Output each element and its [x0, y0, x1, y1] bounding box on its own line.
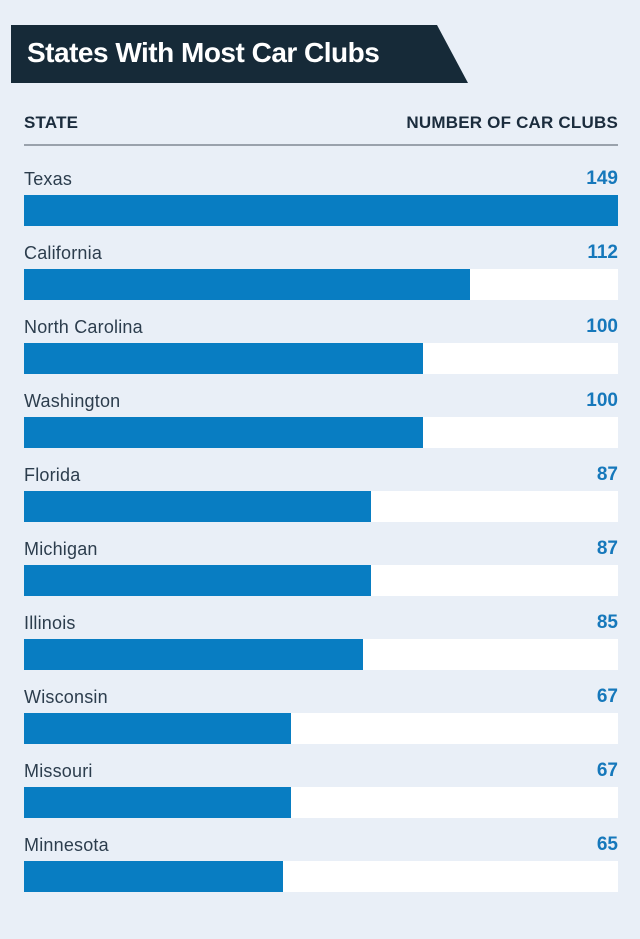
- row-head: Florida 87: [24, 461, 618, 491]
- table-row: Illinois 85: [24, 609, 618, 670]
- row-head: Missouri 67: [24, 757, 618, 787]
- table-row: North Carolina 100: [24, 313, 618, 374]
- value-label: 87: [596, 464, 618, 485]
- state-label: Illinois: [24, 613, 76, 633]
- table-row: Texas 149: [24, 165, 618, 226]
- row-head: California 112: [24, 239, 618, 269]
- bar: [24, 565, 371, 596]
- value-label: 112: [587, 242, 618, 263]
- bar-track: [24, 417, 618, 448]
- table-row: California 112: [24, 239, 618, 300]
- header-divider: [24, 144, 618, 146]
- title-banner: States With Most Car Clubs: [11, 25, 468, 83]
- state-label: Missouri: [24, 761, 93, 781]
- bar: [24, 343, 423, 374]
- bar: [24, 713, 292, 744]
- value-label: 85: [596, 612, 618, 633]
- bar: [24, 491, 371, 522]
- state-label: Wisconsin: [24, 687, 108, 707]
- value-label: 149: [586, 168, 618, 189]
- row-head: Illinois 85: [24, 609, 618, 639]
- state-label: Florida: [24, 465, 81, 485]
- state-label: Minnesota: [24, 835, 109, 855]
- bar: [24, 861, 284, 892]
- chart-content: STATE NUMBER OF CAR CLUBS Texas 149 Cali…: [24, 83, 618, 905]
- row-head: Michigan 87: [24, 535, 618, 565]
- bar-track: [24, 639, 618, 670]
- state-label: Michigan: [24, 539, 98, 559]
- table-header: STATE NUMBER OF CAR CLUBS: [24, 83, 618, 131]
- value-label: 67: [596, 686, 618, 707]
- bar: [24, 787, 292, 818]
- bar-track: [24, 195, 618, 226]
- row-head: Texas 149: [24, 165, 618, 195]
- table-row: Minnesota 65: [24, 831, 618, 892]
- column-header-count: NUMBER OF CAR CLUBS: [406, 113, 618, 132]
- value-label: 65: [596, 834, 618, 855]
- value-label: 67: [596, 760, 618, 781]
- column-header-state: STATE: [24, 113, 79, 132]
- row-head: Wisconsin 67: [24, 683, 618, 713]
- value-label: 100: [586, 390, 618, 411]
- bar-track: [24, 269, 618, 300]
- bar: [24, 417, 423, 448]
- row-head: Washington 100: [24, 387, 618, 417]
- state-label: Texas: [24, 169, 73, 189]
- table-row: Washington 100: [24, 387, 618, 448]
- bar-track: [24, 713, 618, 744]
- row-head: North Carolina 100: [24, 313, 618, 343]
- bar-track: [24, 491, 618, 522]
- bar-track: [24, 861, 618, 892]
- table-row: Michigan 87: [24, 535, 618, 596]
- value-label: 87: [596, 538, 618, 559]
- page-title: States With Most Car Clubs: [27, 37, 380, 68]
- bar: [24, 269, 471, 300]
- row-head: Minnesota 65: [24, 831, 618, 861]
- bar: [24, 639, 363, 670]
- table-row: Florida 87: [24, 461, 618, 522]
- state-label: Washington: [24, 391, 121, 411]
- bar-track: [24, 565, 618, 596]
- state-label: California: [24, 243, 103, 263]
- bar-track: [24, 787, 618, 818]
- bar: [24, 195, 618, 226]
- table-row: Wisconsin 67: [24, 683, 618, 744]
- table-row: Missouri 67: [24, 757, 618, 818]
- bar-rows: Texas 149 California 112 North Carolina …: [24, 165, 618, 892]
- state-label: North Carolina: [24, 317, 143, 337]
- value-label: 100: [586, 316, 618, 337]
- bar-track: [24, 343, 618, 374]
